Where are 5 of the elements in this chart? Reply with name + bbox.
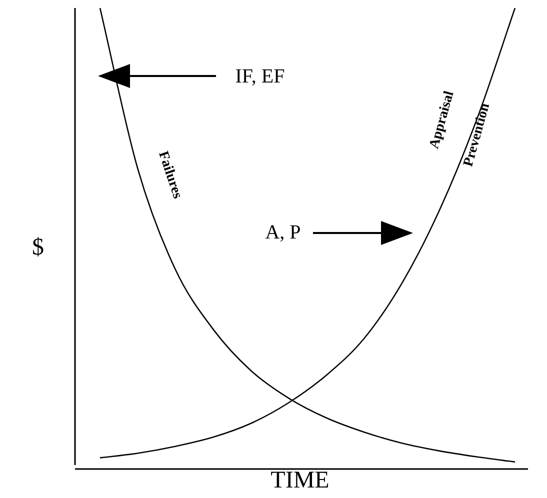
annotation: A, P — [265, 221, 301, 244]
text: Failures — [155, 150, 185, 202]
x-axis-title: TIME — [270, 467, 330, 494]
annotation: IF, EF — [235, 65, 285, 88]
y-axis-title: $ — [32, 234, 44, 260]
